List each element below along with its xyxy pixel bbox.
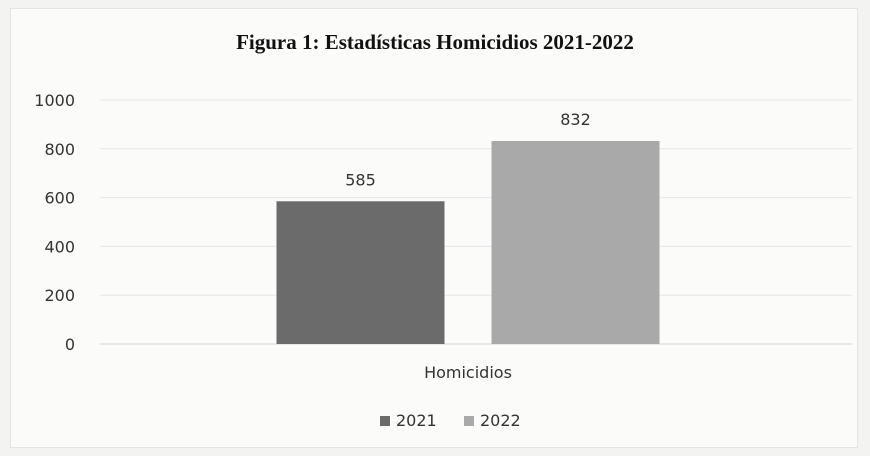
y-tick-label-0: 0 <box>65 335 75 354</box>
gridlines <box>100 99 852 345</box>
chart-title: Figura 1: Estadísticas Homicidios 2021-2… <box>236 30 634 54</box>
category-labels: Homicidios <box>424 363 512 382</box>
category-label: Homicidios <box>424 363 512 382</box>
y-tick-label-600: 600 <box>44 189 75 208</box>
y-tick-label-1000: 1000 <box>34 91 75 110</box>
data-labels: 585 832 <box>345 110 591 189</box>
y-axis-ticks: 0 200 400 600 800 1000 <box>34 91 75 354</box>
legend-label-2022: 2022 <box>480 411 521 430</box>
data-label-2021: 585 <box>345 170 376 189</box>
y-tick-label-400: 400 <box>44 237 75 256</box>
bar-2021 <box>276 201 445 344</box>
y-tick-label-800: 800 <box>44 140 75 159</box>
legend-label-2021: 2021 <box>396 411 437 430</box>
legend: 2021 2022 <box>380 411 521 430</box>
legend-swatch-2022 <box>464 416 474 426</box>
bars <box>276 140 660 344</box>
data-label-2022: 832 <box>560 110 591 129</box>
y-tick-label-200: 200 <box>44 286 75 305</box>
bar-2022 <box>491 140 660 344</box>
legend-swatch-2021 <box>380 416 390 426</box>
